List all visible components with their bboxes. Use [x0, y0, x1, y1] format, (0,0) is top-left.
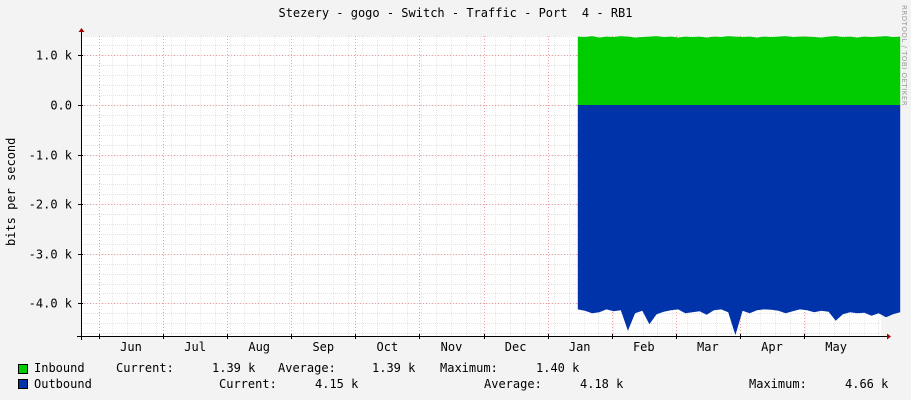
y-tick-label: -2.0 k [29, 198, 73, 212]
x-tick-label: Oct [377, 340, 399, 354]
legend-current-label-inbound: Current: [116, 361, 174, 375]
y-tick-label: 1.0 k [36, 49, 73, 63]
series-area-inbound [577, 36, 901, 105]
legend-maximum-outbound: 4.66 k [845, 377, 889, 391]
x-tick-label: Feb [633, 340, 655, 354]
legend-average-label-outbound: Average: [484, 377, 542, 391]
y-tick-label: -4.0 k [29, 297, 73, 311]
x-tick-label: Mar [697, 340, 719, 354]
legend-average-label-inbound: Average: [278, 361, 336, 375]
watermark: RRDTOOL / TOBI OETIKER [900, 5, 908, 107]
legend-swatch-inbound [18, 364, 28, 374]
legend-name-outbound: Outbound [34, 377, 92, 391]
chart-title: Stezery - gogo - Switch - Traffic - Port… [278, 6, 633, 20]
y-tick-label: -1.0 k [29, 149, 73, 163]
legend-swatch-outbound [18, 379, 28, 389]
legend-name-inbound: Inbound [34, 361, 85, 375]
legend-maximum-label-inbound: Maximum: [440, 361, 498, 375]
x-tick-label: Sep [312, 340, 334, 354]
series-area-outbound [577, 105, 901, 336]
x-tick-label: Dec [505, 340, 527, 354]
legend-average-outbound: 4.18 k [580, 377, 624, 391]
x-tick-label: Aug [248, 340, 270, 354]
legend-maximum-label-outbound: Maximum: [749, 377, 807, 391]
x-axis-arrow [887, 333, 891, 340]
x-tick-label: Jan [569, 340, 591, 354]
x-tick-label: Jun [120, 340, 142, 354]
x-tick-label: Apr [761, 340, 783, 354]
legend-current-outbound: 4.15 k [315, 377, 359, 391]
x-tick-label: Jul [184, 340, 206, 354]
x-tick-label: May [825, 340, 847, 354]
x-tick-label: Nov [441, 340, 463, 354]
y-tick-label: 0.0 [50, 99, 72, 113]
y-axis-arrow [78, 28, 85, 32]
y-tick-label: -3.0 k [29, 248, 73, 262]
legend-maximum-inbound: 1.40 k [536, 361, 580, 375]
legend-average-inbound: 1.39 k [372, 361, 416, 375]
legend-current-inbound: 1.39 k [212, 361, 256, 375]
legend-current-label-outbound: Current: [219, 377, 277, 391]
